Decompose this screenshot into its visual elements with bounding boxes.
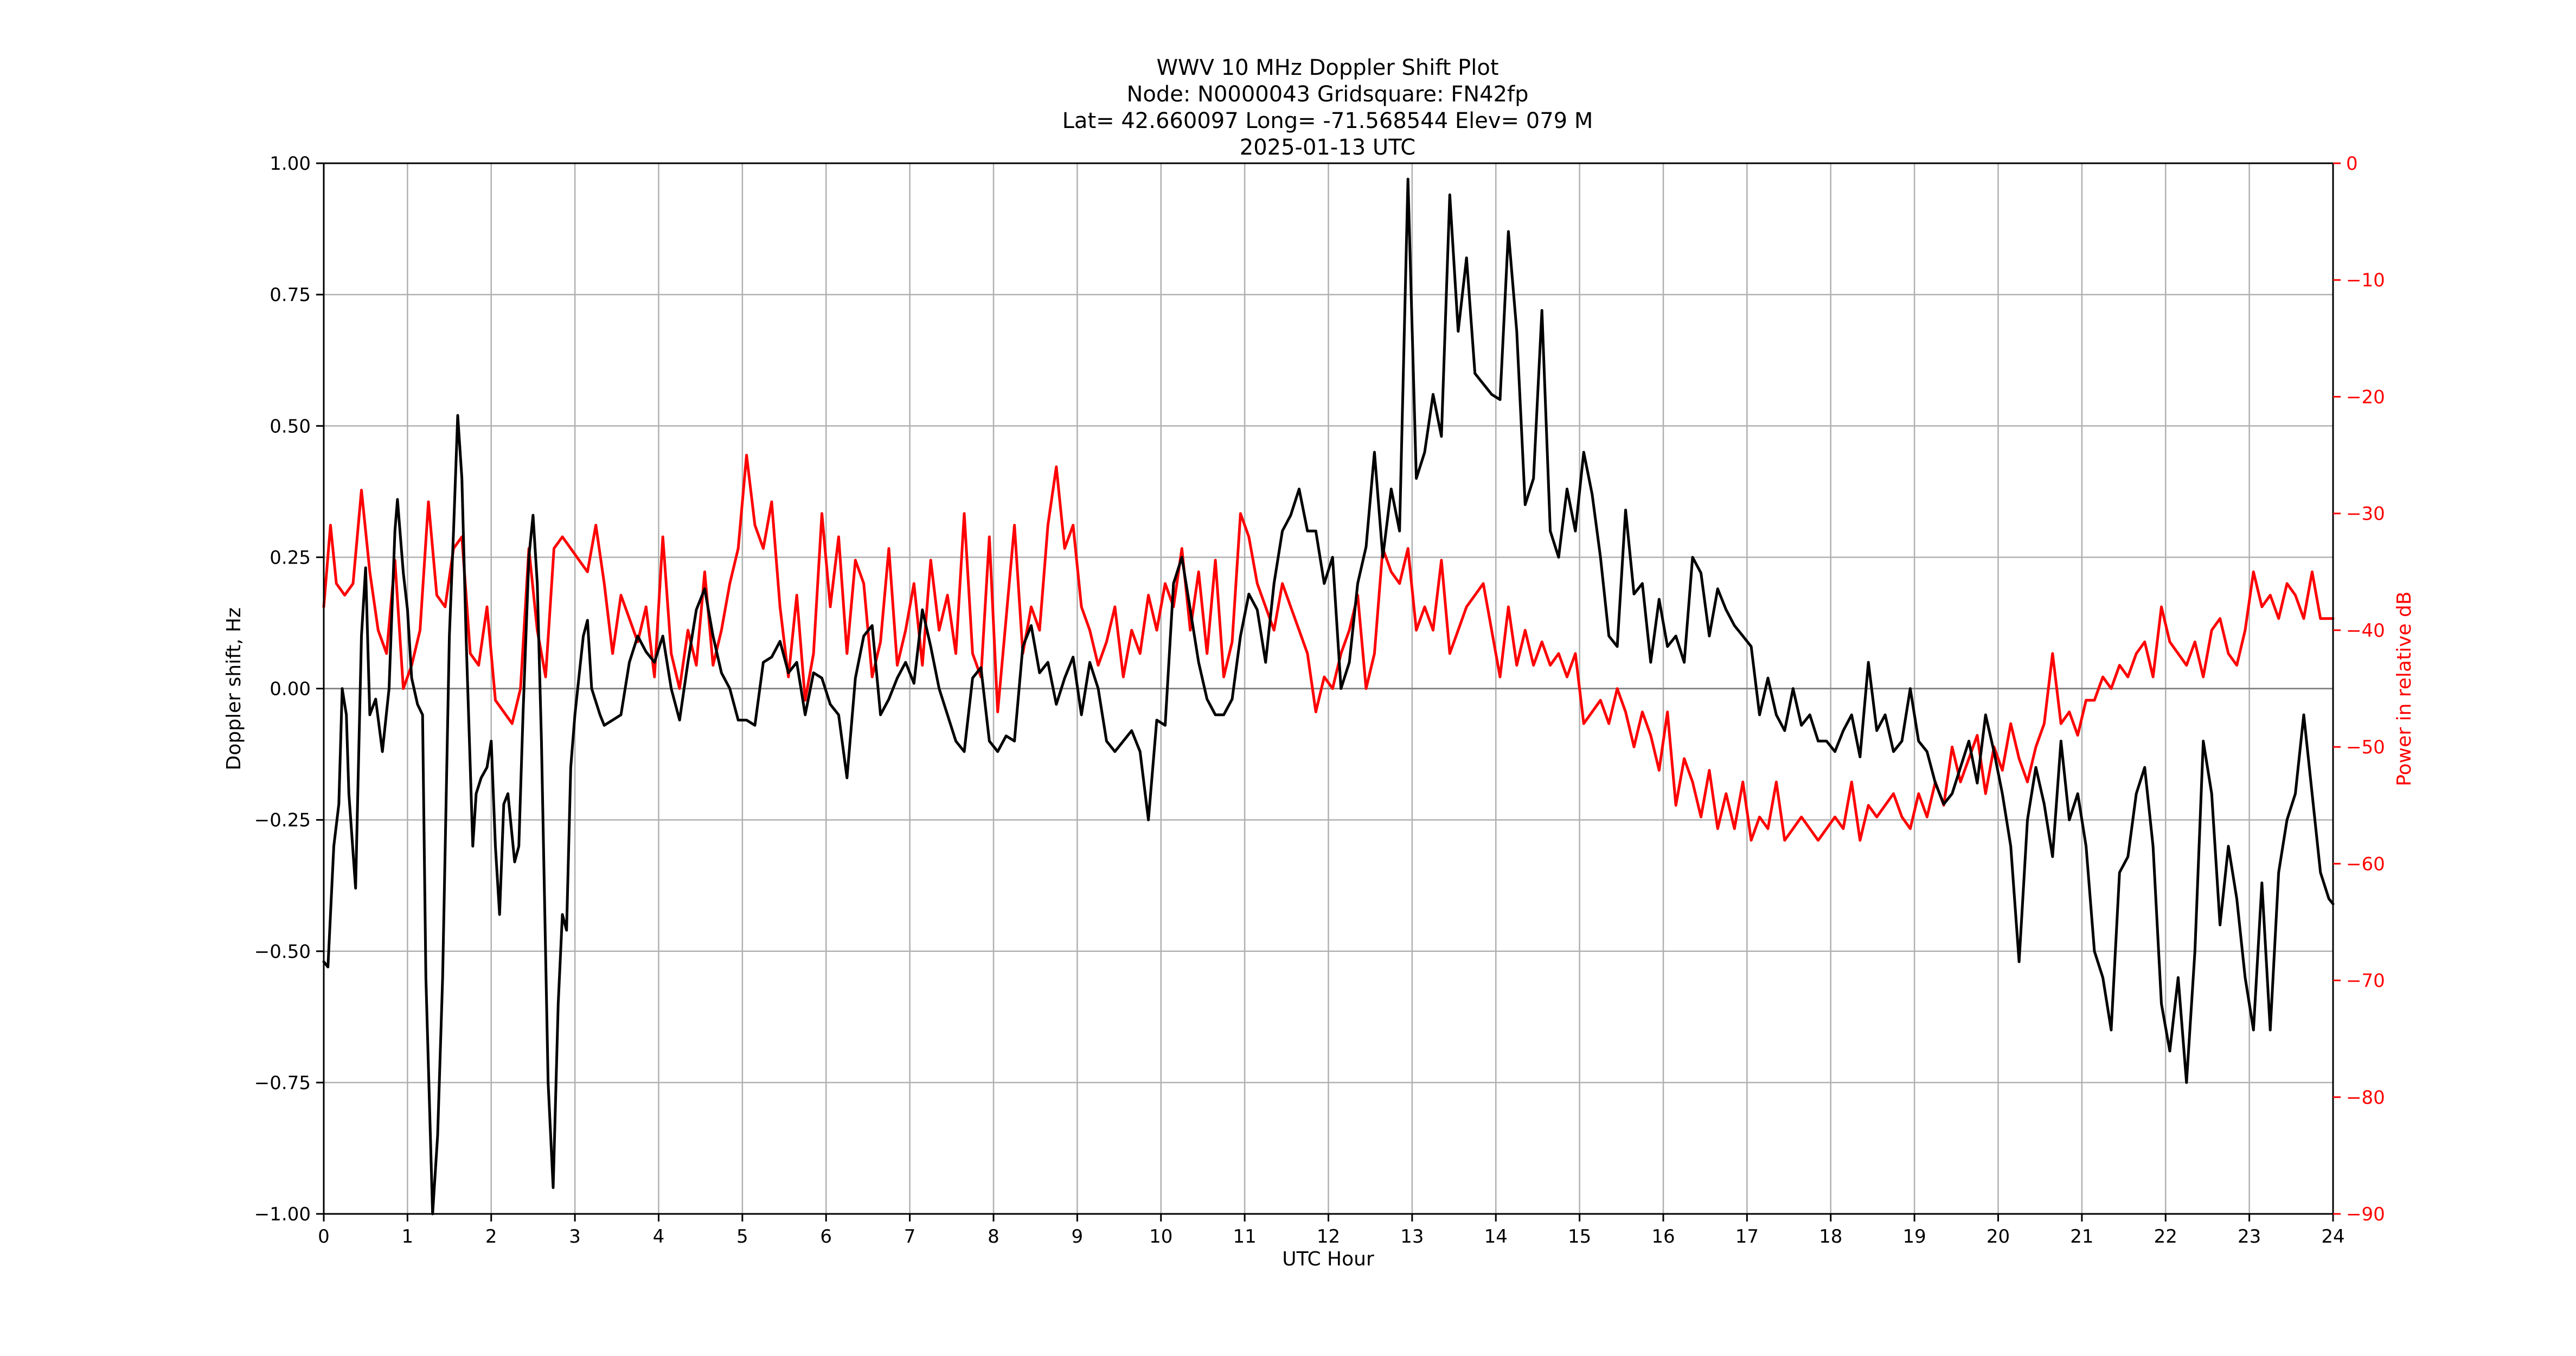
x-tick-label-20: 20 xyxy=(1987,1226,2010,1248)
y2-tick-label-4: −50 xyxy=(2346,737,2385,758)
chart-title-line-1: WWV 10 MHz Doppler Shift Plot xyxy=(1156,55,1498,80)
doppler-series-line xyxy=(322,177,2335,1216)
x-tick-label-16: 16 xyxy=(1651,1226,1675,1248)
x-tick-label-12: 12 xyxy=(1317,1226,1340,1248)
y-axis-label: Doppler shift, Hz xyxy=(223,607,245,770)
y2-tick-label-5: −40 xyxy=(2346,620,2385,642)
y-tick-label-4: 0.00 xyxy=(270,679,311,700)
series-lines xyxy=(322,177,2335,1216)
y2-tick-label-3: −60 xyxy=(2346,853,2385,875)
x-tick-label-9: 9 xyxy=(1072,1226,1084,1248)
y-axis-left: −1.00 −0.75 −0.50 −0.25 0.00 0.25 0.50 0.75 1.00 xyxy=(254,153,324,1225)
y-tick-label-6: 0.50 xyxy=(270,415,311,437)
x-tick-label-0: 0 xyxy=(318,1226,330,1248)
y2-tick-label-0: −90 xyxy=(2346,1204,2385,1225)
y-tick-label-0: −1.00 xyxy=(254,1204,311,1225)
x-tick-label-21: 21 xyxy=(2070,1226,2093,1248)
x-tick-label-23: 23 xyxy=(2238,1226,2261,1248)
x-tick-label-3: 3 xyxy=(569,1226,581,1248)
y2-axis-label: Power in relative dB xyxy=(2393,591,2415,786)
chart-title-line-4: 2025-01-13 UTC xyxy=(1240,135,1415,160)
y-tick-label-7: 0.75 xyxy=(270,284,311,306)
x-tick-label-8: 8 xyxy=(988,1226,999,1248)
y-tick-label-2: −0.50 xyxy=(254,941,311,963)
x-tick-label-10: 10 xyxy=(1149,1226,1172,1248)
x-tick-label-14: 14 xyxy=(1484,1226,1508,1248)
y-tick-label-1: −0.75 xyxy=(254,1072,311,1094)
x-axis-label: UTC Hour xyxy=(1282,1248,1374,1270)
x-tick-label-6: 6 xyxy=(820,1226,832,1248)
x-tick-label-18: 18 xyxy=(1819,1226,1842,1248)
y2-tick-label-8: −10 xyxy=(2346,270,2385,291)
x-tick-label-22: 22 xyxy=(2154,1226,2177,1248)
x-tick-label-1: 1 xyxy=(402,1226,414,1248)
x-tick-label-7: 7 xyxy=(904,1226,916,1248)
x-tick-label-4: 4 xyxy=(653,1226,665,1248)
y2-tick-label-7: −20 xyxy=(2346,386,2385,408)
x-tick-label-15: 15 xyxy=(1568,1226,1591,1248)
x-axis: 0 1 2 3 4 5 6 7 8 9 10 11 12 13 14 15 16 17 18 19 20 21 22 23 24 xyxy=(318,1214,2345,1248)
chart-title: WWV 10 MHz Doppler Shift Plot Node: N000… xyxy=(1062,55,1593,160)
x-tick-label-11: 11 xyxy=(1233,1226,1256,1248)
y-tick-label-5: 0.25 xyxy=(270,547,311,568)
y-axis-right: −90 −80 −70 −60 −50 −40 −30 −20 −10 0 xyxy=(2333,153,2385,1225)
y2-tick-label-6: −30 xyxy=(2346,503,2385,525)
y-tick-label-3: −0.25 xyxy=(254,810,311,831)
x-tick-label-24: 24 xyxy=(2321,1226,2344,1248)
chart-title-line-3: Lat= 42.660097 Long= -71.568544 Elev= 07… xyxy=(1062,108,1593,133)
y2-tick-label-2: −70 xyxy=(2346,970,2385,992)
x-tick-label-2: 2 xyxy=(485,1226,497,1248)
x-tick-label-19: 19 xyxy=(1902,1226,1926,1248)
y-tick-label-8: 1.00 xyxy=(270,153,311,175)
x-tick-label-13: 13 xyxy=(1400,1226,1424,1248)
x-tick-label-5: 5 xyxy=(736,1226,748,1248)
y2-tick-label-1: −80 xyxy=(2346,1087,2385,1109)
y2-tick-label-9: 0 xyxy=(2346,153,2358,175)
x-tick-label-17: 17 xyxy=(1735,1226,1759,1248)
chart-title-line-2: Node: N0000043 Gridsquare: FN42fp xyxy=(1126,82,1528,107)
